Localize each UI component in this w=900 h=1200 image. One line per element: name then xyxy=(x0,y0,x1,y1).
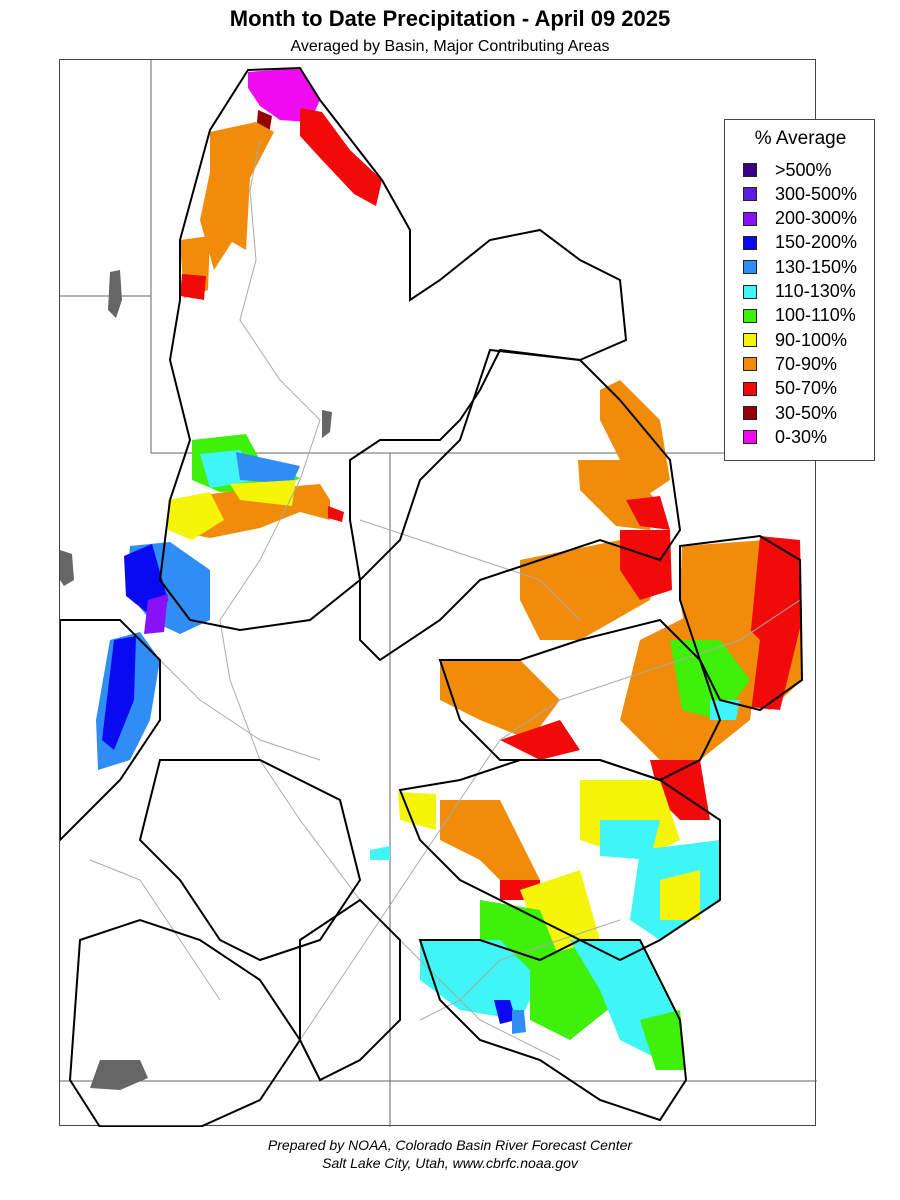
legend-label: 130-150% xyxy=(775,256,858,277)
legend-swatch xyxy=(743,163,757,177)
map-title: Month to Date Precipitation - April 09 2… xyxy=(229,6,671,31)
legend-swatch xyxy=(743,357,757,372)
region-110-130-west-utah xyxy=(370,846,390,860)
legend-title: % Average xyxy=(754,128,847,149)
region-70-90-green-lower xyxy=(440,800,540,900)
legend-label: 300-500% xyxy=(775,183,858,204)
legend-item: 70-90% xyxy=(743,353,837,375)
region-130-150-band xyxy=(236,452,300,484)
legend-swatch xyxy=(743,430,757,445)
price-river xyxy=(159,659,321,761)
region-200-300-wasatch xyxy=(144,594,168,634)
region-50-70-north-east xyxy=(300,108,382,206)
legend-swatch xyxy=(743,235,757,250)
legend-label: 100-110% xyxy=(775,305,856,326)
region-150-200-south xyxy=(494,1000,516,1024)
yampa-white-river xyxy=(359,519,581,621)
legend-swatch xyxy=(743,406,757,420)
credit-line-2: Salt Lake City, Utah, www.cbrfc.noaa.gov xyxy=(322,1155,578,1171)
yampa-white-basin xyxy=(359,348,682,662)
legend-swatch xyxy=(743,211,757,226)
sevier-basin xyxy=(60,619,161,842)
legend-item: 200-300% xyxy=(743,208,857,230)
credit-line-1: Prepared by NOAA, Colorado Basin River F… xyxy=(267,1137,633,1153)
legend-label: 70-90% xyxy=(775,353,838,374)
legend-item: 100-110% xyxy=(743,305,856,327)
region-50-70-uinta-east xyxy=(328,506,344,522)
region-100-110-south xyxy=(640,1010,686,1070)
legend-swatch xyxy=(743,187,757,202)
great-salt-lake xyxy=(60,550,74,586)
legend-item: 110-130% xyxy=(743,281,856,303)
lower-colorado-basin xyxy=(68,918,302,1127)
legend-swatch xyxy=(743,308,757,323)
legend-label: 90-100% xyxy=(775,329,848,350)
precipitation-map: % Average >500% 300-500% 200-300% 150-200% 1… xyxy=(59,59,875,1127)
lakes xyxy=(60,270,332,1090)
lower-green-basin xyxy=(138,759,362,962)
dolores-basin xyxy=(398,759,721,962)
region-90-100-uinta-mid xyxy=(230,480,296,506)
legend-label: 0-30% xyxy=(775,426,828,447)
region-130-150-south xyxy=(512,1010,526,1034)
legend-swatch xyxy=(743,333,757,348)
region-50-70-white-river xyxy=(620,530,672,600)
legend-item: 130-150% xyxy=(743,256,857,278)
gunnison-basin xyxy=(438,618,722,782)
legend-item: 0-30% xyxy=(743,426,827,448)
san-juan-basin xyxy=(418,939,688,1122)
region-50-70-duchesne xyxy=(500,720,580,760)
sevier-tributary xyxy=(89,859,221,1001)
map-subtitle: Averaged by Basin, Major Contributing Ar… xyxy=(290,38,610,55)
legend-swatch xyxy=(743,284,757,299)
legend-swatch xyxy=(743,260,757,275)
legend-label: 200-300% xyxy=(775,208,858,229)
legend-item: 90-100% xyxy=(743,329,847,351)
region-90-100-san-juan xyxy=(660,870,700,920)
legend-item: >500% xyxy=(743,159,832,181)
region-70-90-north-co xyxy=(600,380,670,500)
legend-label: 110-130% xyxy=(775,281,856,301)
legend-item: 50-70% xyxy=(743,378,837,400)
basin-outlines xyxy=(60,66,804,1127)
legend-label: >500% xyxy=(775,159,832,180)
colorado-river xyxy=(259,599,801,1101)
legend-label: 150-200% xyxy=(775,232,858,253)
region-70-90-north-west xyxy=(200,122,274,270)
legend-item: 150-200% xyxy=(743,232,857,254)
region-150-200-south-wasatch xyxy=(102,636,136,750)
map-legend: % Average >500% 300-500% 200-300% 150-200% 1… xyxy=(724,119,875,461)
region-50-70-yampa xyxy=(626,496,670,530)
upper-green-basin xyxy=(158,66,628,632)
legend-label: 30-50% xyxy=(775,402,838,423)
glen-canyon-basin xyxy=(299,898,401,1082)
legend-item: 30-50% xyxy=(743,402,837,424)
map-canvas xyxy=(60,60,817,1127)
flaming-gorge xyxy=(322,410,332,438)
lake-powell xyxy=(90,1060,148,1090)
upper-colorado-basin xyxy=(679,534,804,712)
region-90-100-west-utah xyxy=(398,792,436,830)
legend-item: 300-500% xyxy=(743,183,857,205)
bear-lake xyxy=(108,270,122,318)
region-50-70-west-strip xyxy=(180,274,206,300)
precip-regions xyxy=(96,68,802,1070)
state-boundaries xyxy=(60,60,817,1127)
legend-swatch xyxy=(743,381,757,396)
region-90-100-uinta-west xyxy=(168,492,224,540)
legend-label: 50-70% xyxy=(775,378,838,399)
